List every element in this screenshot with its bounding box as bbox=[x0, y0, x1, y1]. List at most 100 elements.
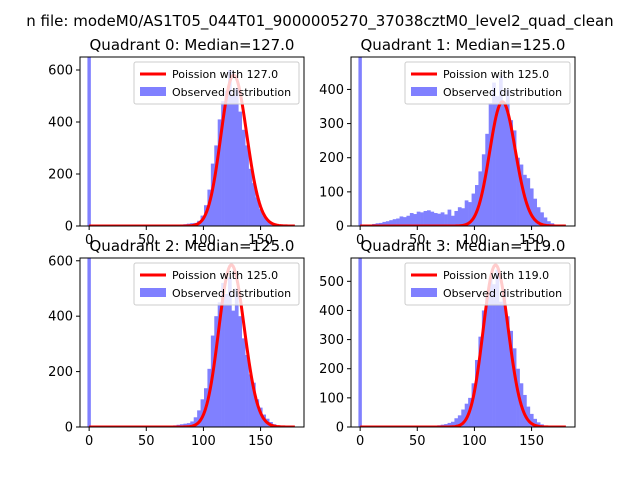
histogram-bar bbox=[245, 145, 249, 226]
legend-observed-label: Observed distribution bbox=[443, 287, 562, 300]
histogram-bar bbox=[231, 96, 236, 226]
y-tick-label: 0 bbox=[336, 220, 344, 235]
histogram-bar bbox=[221, 282, 225, 427]
histogram-bar bbox=[512, 130, 517, 226]
histogram-bar bbox=[499, 75, 503, 226]
histogram-bar bbox=[499, 301, 503, 427]
axes-frame bbox=[79, 257, 305, 428]
histogram-bar bbox=[234, 88, 239, 226]
x-tick-label: 150 bbox=[248, 233, 273, 248]
histogram-bar bbox=[389, 220, 394, 226]
histogram-bar bbox=[217, 302, 222, 427]
histogram-bar bbox=[214, 316, 219, 427]
histogram-bar bbox=[526, 178, 531, 226]
histogram-bar bbox=[430, 211, 435, 226]
histogram-bar bbox=[475, 359, 479, 427]
x-tick-label: 0 bbox=[356, 434, 364, 449]
histogram-bar bbox=[461, 409, 466, 427]
y-tick-label: 200 bbox=[48, 168, 73, 183]
histogram-bar bbox=[488, 103, 493, 226]
histogram-bar bbox=[485, 133, 490, 226]
y-tick-label: 200 bbox=[319, 362, 344, 377]
histogram-bar bbox=[509, 120, 514, 226]
legend-poisson-label: Poission with 125.0 bbox=[443, 68, 549, 81]
histogram-spike-bar bbox=[358, 57, 362, 226]
histogram-bar bbox=[454, 418, 459, 427]
legend-box bbox=[133, 262, 300, 306]
axes-frame bbox=[350, 56, 576, 227]
histogram-bar bbox=[221, 101, 225, 226]
legend-observed-swatch bbox=[411, 288, 437, 297]
panel-title: Quadrant 2: Median=125.0 bbox=[90, 237, 295, 255]
histogram-bar bbox=[505, 89, 510, 226]
histogram-bar bbox=[543, 217, 548, 226]
y-tick-label: 0 bbox=[65, 220, 73, 235]
panel-3-plot-area bbox=[358, 258, 567, 427]
histogram-bar bbox=[224, 294, 229, 427]
histogram-bar bbox=[214, 145, 219, 226]
x-tick-label: 50 bbox=[409, 233, 426, 248]
y-tick-label: 400 bbox=[319, 83, 344, 98]
histogram-bar bbox=[533, 198, 538, 226]
histogram-bar bbox=[255, 197, 260, 226]
legend-poisson-label: Poission with 127.0 bbox=[172, 68, 278, 81]
x-tick-label: 50 bbox=[138, 233, 155, 248]
histogram-bar bbox=[502, 103, 507, 226]
histogram-bar bbox=[519, 164, 524, 226]
histogram-bar bbox=[536, 422, 541, 427]
panel-1: 0 50 100 150 0 100 200 300 400 Poission with 125.… bbox=[319, 36, 576, 248]
panel-title: Quadrant 0: Median=127.0 bbox=[90, 36, 295, 54]
histogram-bar bbox=[262, 215, 267, 226]
histogram-bar bbox=[399, 216, 404, 226]
histogram-bar bbox=[392, 219, 397, 226]
x-tick-label: 50 bbox=[409, 434, 426, 449]
histogram-bar bbox=[461, 208, 466, 226]
x-tick-label: 100 bbox=[191, 434, 216, 449]
histogram-bar bbox=[228, 277, 232, 427]
y-tick-label: 400 bbox=[319, 304, 344, 319]
panel-2-plot-area bbox=[87, 258, 296, 427]
legend-poisson-label: Poission with 119.0 bbox=[443, 269, 549, 282]
histogram-spike-bar bbox=[87, 258, 91, 427]
histogram-bar bbox=[495, 269, 500, 427]
y-tick-label: 300 bbox=[319, 117, 344, 132]
y-tick-label: 200 bbox=[319, 151, 344, 166]
histogram-bar bbox=[427, 210, 431, 226]
histogram-bar bbox=[255, 399, 260, 427]
histogram-bar bbox=[444, 214, 448, 226]
y-tick-label: 400 bbox=[48, 116, 73, 131]
y-tick-label: 100 bbox=[319, 185, 344, 200]
y-tick-label: 0 bbox=[65, 421, 73, 436]
y-tick-label: 300 bbox=[319, 333, 344, 348]
histogram-bar bbox=[457, 207, 462, 226]
histogram-bar bbox=[529, 413, 534, 427]
histogram-bar bbox=[252, 382, 256, 427]
x-tick-label: 150 bbox=[519, 233, 544, 248]
histogram-bar bbox=[241, 129, 246, 226]
histogram-bar bbox=[433, 213, 438, 226]
x-tick-label: 150 bbox=[248, 434, 273, 449]
panel-2: 0 50 100 150 0 200 400 600 Poission with 125.0 Ob… bbox=[48, 237, 305, 449]
y-tick-label: 500 bbox=[319, 275, 344, 290]
histogram-bar bbox=[540, 212, 544, 226]
histogram-bar bbox=[193, 417, 198, 427]
histogram-bar bbox=[238, 316, 243, 427]
legend-box bbox=[404, 61, 571, 105]
legend-box bbox=[133, 61, 300, 105]
histogram-bar bbox=[451, 421, 455, 427]
histogram-bar bbox=[409, 213, 414, 226]
poisson-curve bbox=[88, 263, 296, 427]
histogram-bar bbox=[475, 185, 479, 226]
histogram-bar bbox=[385, 221, 390, 226]
histogram-bar bbox=[382, 221, 387, 226]
histogram-bar bbox=[516, 157, 520, 226]
histogram-bar bbox=[512, 348, 517, 427]
legend-box bbox=[404, 262, 571, 306]
histogram-bar bbox=[231, 310, 236, 427]
x-tick-label: 100 bbox=[462, 434, 487, 449]
x-tick-label: 0 bbox=[85, 434, 93, 449]
figure-suptitle: n file: modeM0/AS1T05_044T01_9000005270_… bbox=[26, 12, 613, 31]
legend-observed-label: Observed distribution bbox=[172, 287, 291, 300]
histogram-bar bbox=[526, 406, 531, 427]
